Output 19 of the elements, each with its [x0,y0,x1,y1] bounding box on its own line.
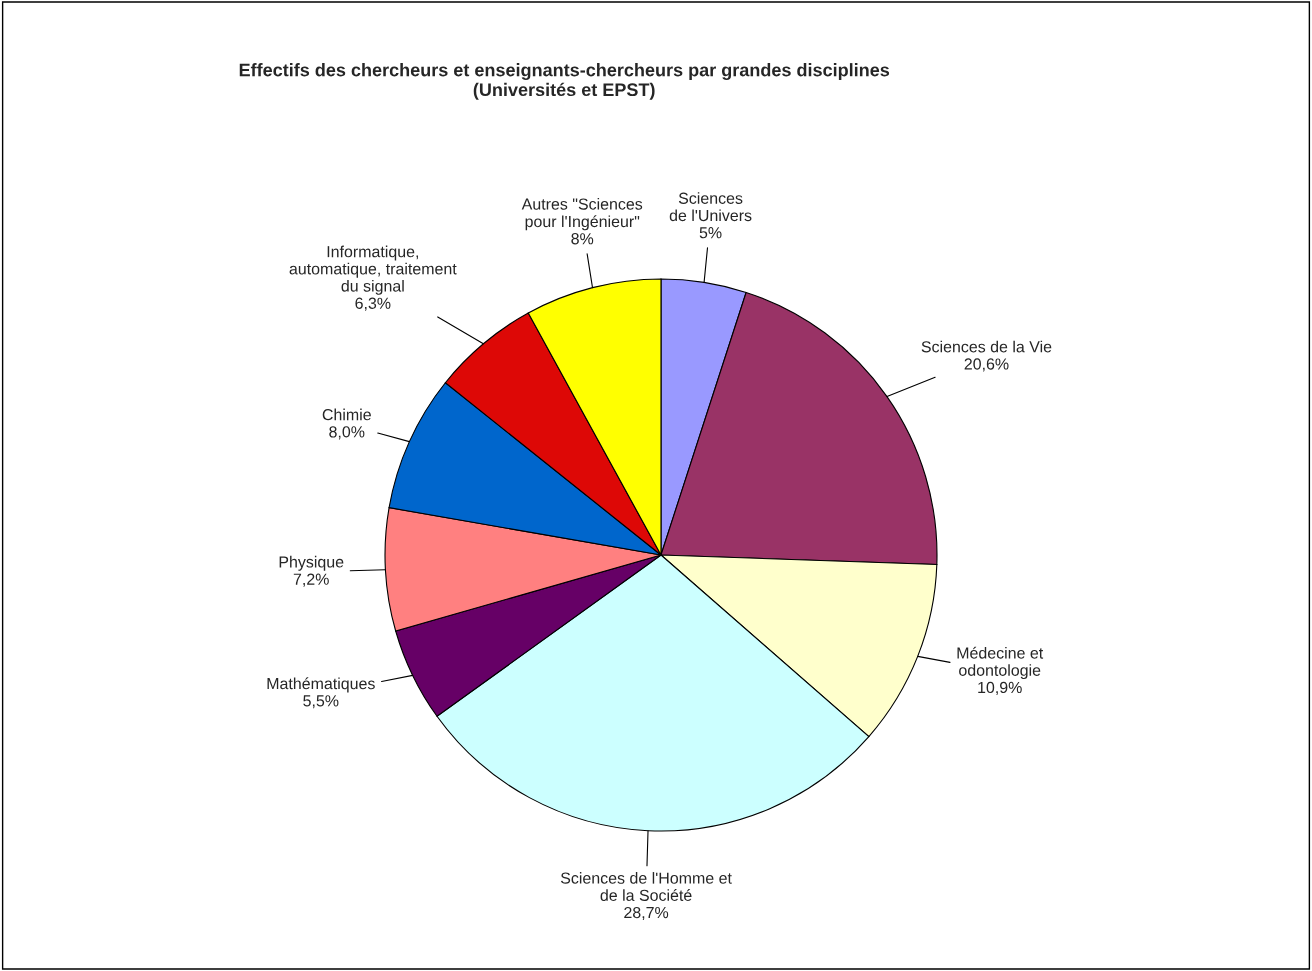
slice-label: Sciences de l'Univers [669,192,752,222]
slice-label: Informatique, automatique, traitement du signal [289,245,457,295]
data-label: 10,9% [978,681,1022,695]
slice-label: Physique [279,555,344,571]
data-label: 6,3% [355,297,391,311]
slice-label: Mathématiques [267,677,375,693]
slice-label: Autres "Sciences pour l'Ingénieur" [521,198,643,231]
chart-title: Effectifs des chercheurs et enseignants-chercheurs par grandes disciplines (Universités et EPST) [239,63,890,100]
data-label: 5% [699,227,722,239]
data-label: 28,7% [624,906,669,921]
data-label: 20,6% [964,358,1009,372]
slice-label: Sciences de la Vie [921,340,1052,353]
slice-label: Chimie [322,408,371,421]
data-label: 8% [571,233,594,245]
data-label: 7,2% [293,573,329,587]
slice-label: Sciences de l'Homme et de la Société [560,872,732,901]
data-label: 5,5% [303,695,339,709]
data-label: 8,0% [329,426,365,440]
slice-label: Médecine et odontologie [957,646,1044,680]
